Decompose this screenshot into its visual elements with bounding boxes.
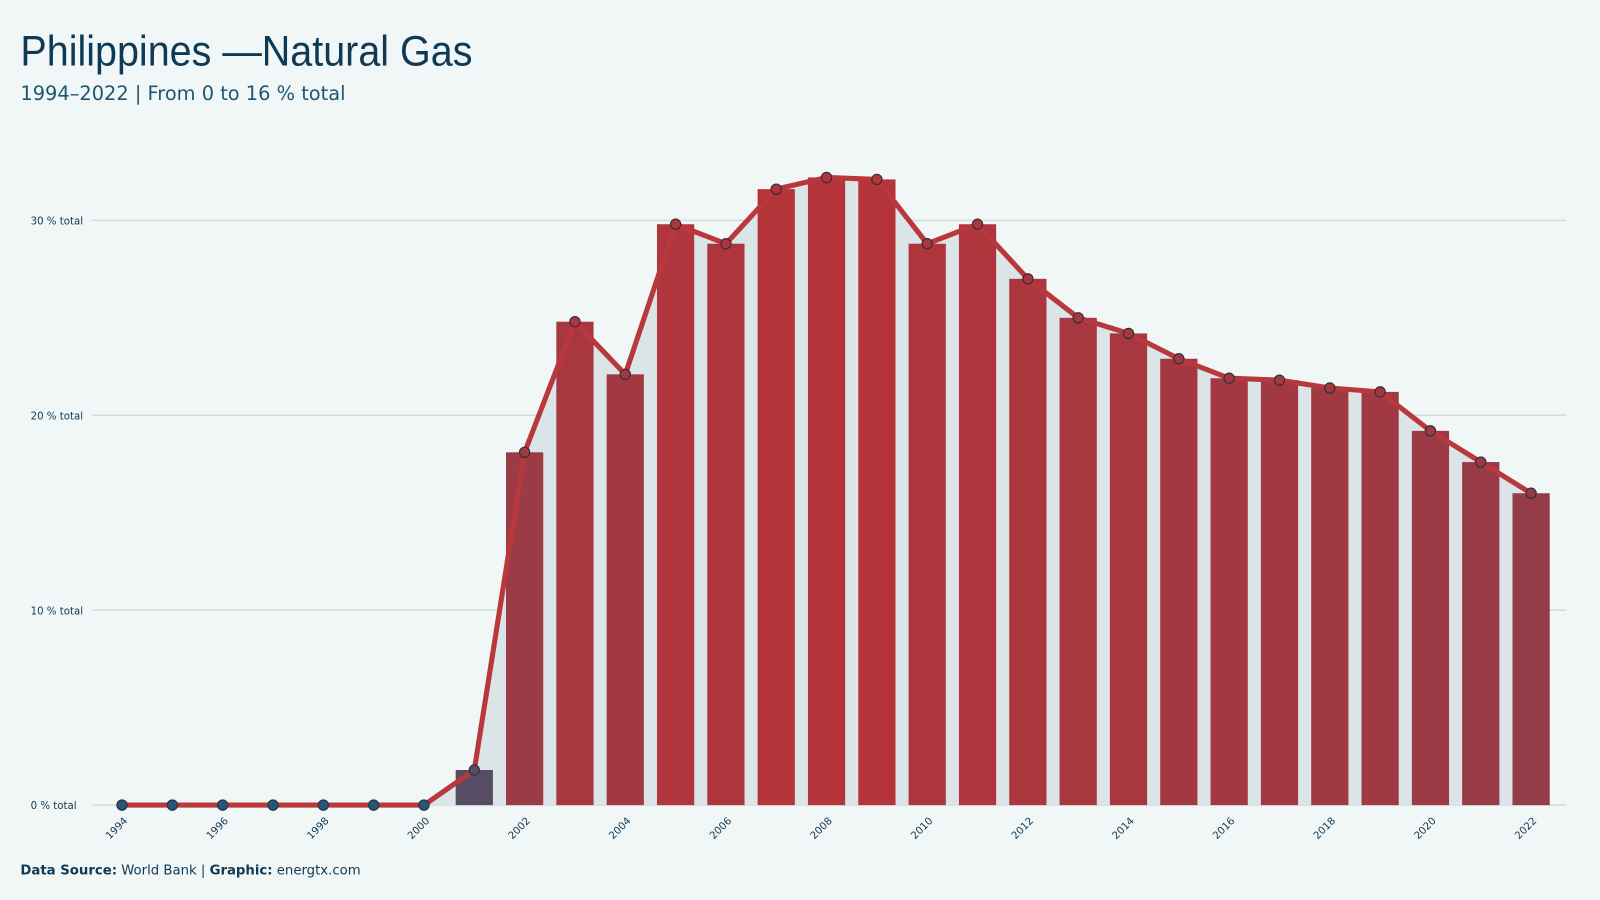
footer: Data Source: World Bank | Graphic: energ… bbox=[20, 863, 360, 878]
point bbox=[468, 764, 481, 776]
chart-subtitle: 1994–2022 | From 0 to 16 % total bbox=[20, 82, 345, 105]
point bbox=[1223, 372, 1235, 384]
bar bbox=[656, 224, 695, 806]
y-tick-label: 20 % total bbox=[31, 411, 83, 422]
point bbox=[1424, 425, 1437, 437]
chart-title: Philippines —Natural Gas bbox=[20, 27, 472, 75]
point bbox=[921, 238, 933, 250]
point bbox=[267, 799, 279, 811]
point bbox=[871, 173, 883, 186]
bar bbox=[1260, 380, 1299, 806]
point bbox=[669, 218, 682, 230]
y-tick-label: 10 % total bbox=[31, 606, 83, 617]
bar bbox=[1361, 391, 1399, 806]
bar bbox=[1059, 317, 1097, 806]
point bbox=[619, 368, 631, 381]
point bbox=[720, 238, 732, 250]
bar bbox=[807, 177, 846, 806]
point bbox=[518, 446, 531, 459]
bar bbox=[556, 321, 594, 806]
point bbox=[116, 799, 128, 811]
point bbox=[971, 218, 984, 230]
source-label: Data Source: bbox=[20, 863, 117, 878]
point bbox=[317, 799, 330, 811]
point bbox=[166, 799, 179, 811]
bar bbox=[606, 374, 644, 806]
point bbox=[1022, 273, 1034, 285]
bar bbox=[707, 243, 745, 806]
bar bbox=[958, 224, 997, 806]
point bbox=[1475, 456, 1487, 468]
point bbox=[367, 799, 380, 811]
point bbox=[216, 799, 229, 811]
point bbox=[1173, 353, 1185, 365]
bar bbox=[908, 243, 946, 806]
source: World Bank | bbox=[121, 863, 205, 878]
point bbox=[1122, 327, 1135, 340]
bar bbox=[1311, 387, 1349, 806]
point bbox=[1324, 382, 1336, 394]
point bbox=[1374, 386, 1386, 398]
bar bbox=[858, 179, 896, 806]
y-tick-label: 0 % total bbox=[31, 801, 77, 812]
bar bbox=[1210, 378, 1248, 806]
graphic: energtx.com bbox=[277, 863, 361, 878]
point bbox=[770, 183, 782, 195]
bar bbox=[1009, 278, 1047, 806]
point bbox=[1525, 487, 1537, 499]
point bbox=[1072, 312, 1084, 324]
point bbox=[820, 171, 833, 184]
graphic-label: Graphic: bbox=[210, 863, 273, 878]
bar bbox=[1512, 493, 1550, 806]
bar bbox=[757, 189, 795, 806]
bar bbox=[506, 452, 544, 806]
bar bbox=[1109, 333, 1148, 806]
bar bbox=[1462, 462, 1500, 806]
point bbox=[1273, 374, 1286, 386]
y-tick-label: 30 % total bbox=[31, 216, 83, 227]
point bbox=[418, 799, 430, 811]
bar bbox=[1411, 430, 1450, 806]
bar bbox=[1160, 358, 1198, 806]
point bbox=[569, 315, 581, 328]
